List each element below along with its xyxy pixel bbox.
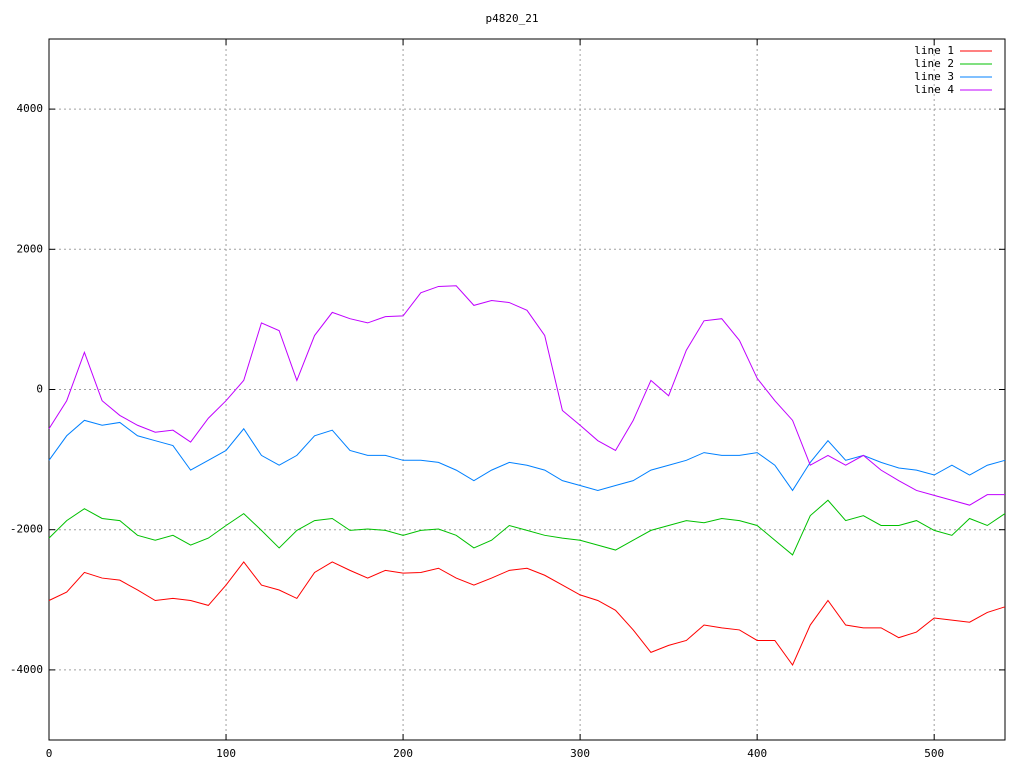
x-tick-label: 0 [46,747,53,760]
y-tick-label: 4000 [17,102,44,115]
y-tick-label: -4000 [10,663,43,676]
legend-label: line 1 [914,44,954,57]
legend-label: line 2 [914,57,954,70]
plot-border [48,38,1006,741]
series-line [48,419,1006,492]
y-tick-label: 0 [36,383,43,396]
x-tick-label: 100 [216,747,236,760]
series-line [48,285,1005,506]
x-tick-label: 400 [747,747,767,760]
legend-label: line 3 [914,70,954,83]
x-tick-label: 200 [393,747,413,760]
series-line [48,499,1006,556]
x-tick-label: 300 [570,747,590,760]
x-tick-label: 500 [924,747,944,760]
y-tick-label: 2000 [17,242,44,255]
legend-label: line 4 [914,83,954,96]
y-tick-label: -2000 [10,523,43,536]
series-line [48,561,1006,666]
chart-title: p4820_21 [486,12,539,25]
